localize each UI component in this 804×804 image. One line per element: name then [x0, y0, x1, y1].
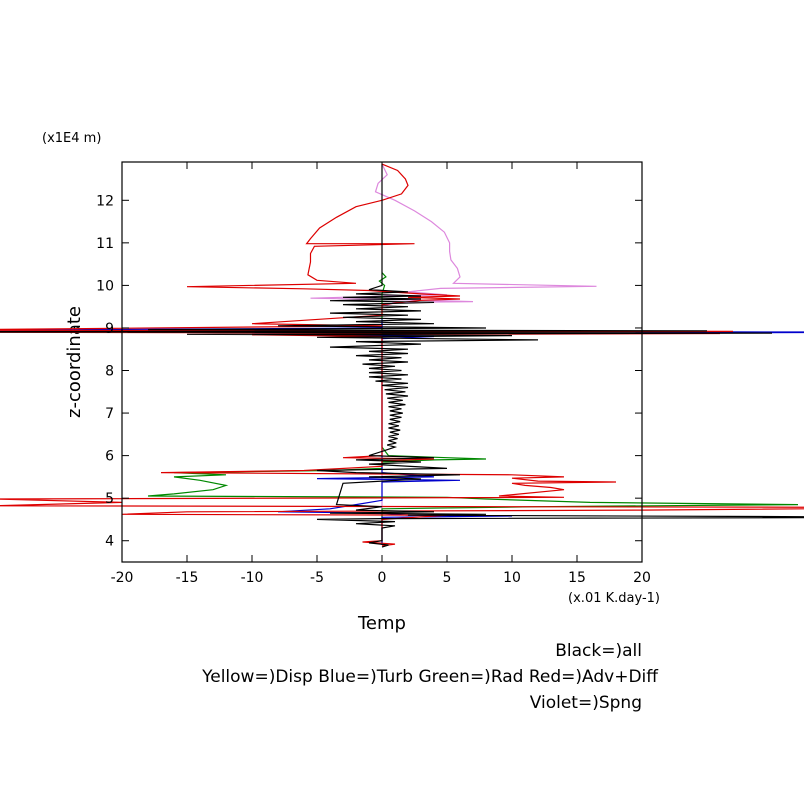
- x-tick-label: 20: [633, 570, 651, 586]
- y-tick-label: 10: [96, 278, 114, 294]
- y-tick-label: 7: [105, 406, 114, 422]
- y-tick-label: 12: [96, 193, 114, 209]
- x-tick-label: 15: [568, 570, 586, 586]
- series-line-4: [0, 163, 804, 547]
- y-tick-label: 9: [105, 321, 114, 337]
- x-tick-label: -10: [241, 570, 264, 586]
- y-axis-label: z-coordinate: [64, 306, 85, 418]
- legend-line-3: Violet=)Spng: [530, 693, 642, 713]
- series-line-2: [147, 272, 799, 545]
- y-tick-label: 11: [96, 236, 114, 252]
- series-line-5: [0, 164, 804, 548]
- series-group: [0, 163, 804, 548]
- x-tick-label: -5: [310, 570, 324, 586]
- y-tick-label: 6: [105, 449, 114, 465]
- x-tick-label: 0: [378, 570, 387, 586]
- x-tick-label: 10: [503, 570, 521, 586]
- x-units-label: (x.01 K.day-1): [568, 591, 660, 606]
- legend-line-2: Yellow=)Disp Blue=)Turb Green=)Rad Red=)…: [201, 667, 659, 687]
- x-tick-label: 5: [443, 570, 452, 586]
- legend-line-1: Black=)all: [555, 641, 642, 661]
- y-tick-label: 4: [105, 534, 114, 550]
- series-line-1: [310, 163, 597, 545]
- x-tick-label: -15: [176, 570, 199, 586]
- x-tick-label: -20: [111, 570, 134, 586]
- y-units-label: (x1E4 m): [42, 131, 101, 146]
- y-tick-label: 5: [105, 491, 114, 507]
- axes: -20 -15 -10 -5 0 5 10 15 20 4 5 6 7 8 9 10 11 12: [96, 161, 651, 586]
- x-axis-label: Temp: [357, 613, 406, 634]
- y-tick-label: 8: [105, 364, 114, 380]
